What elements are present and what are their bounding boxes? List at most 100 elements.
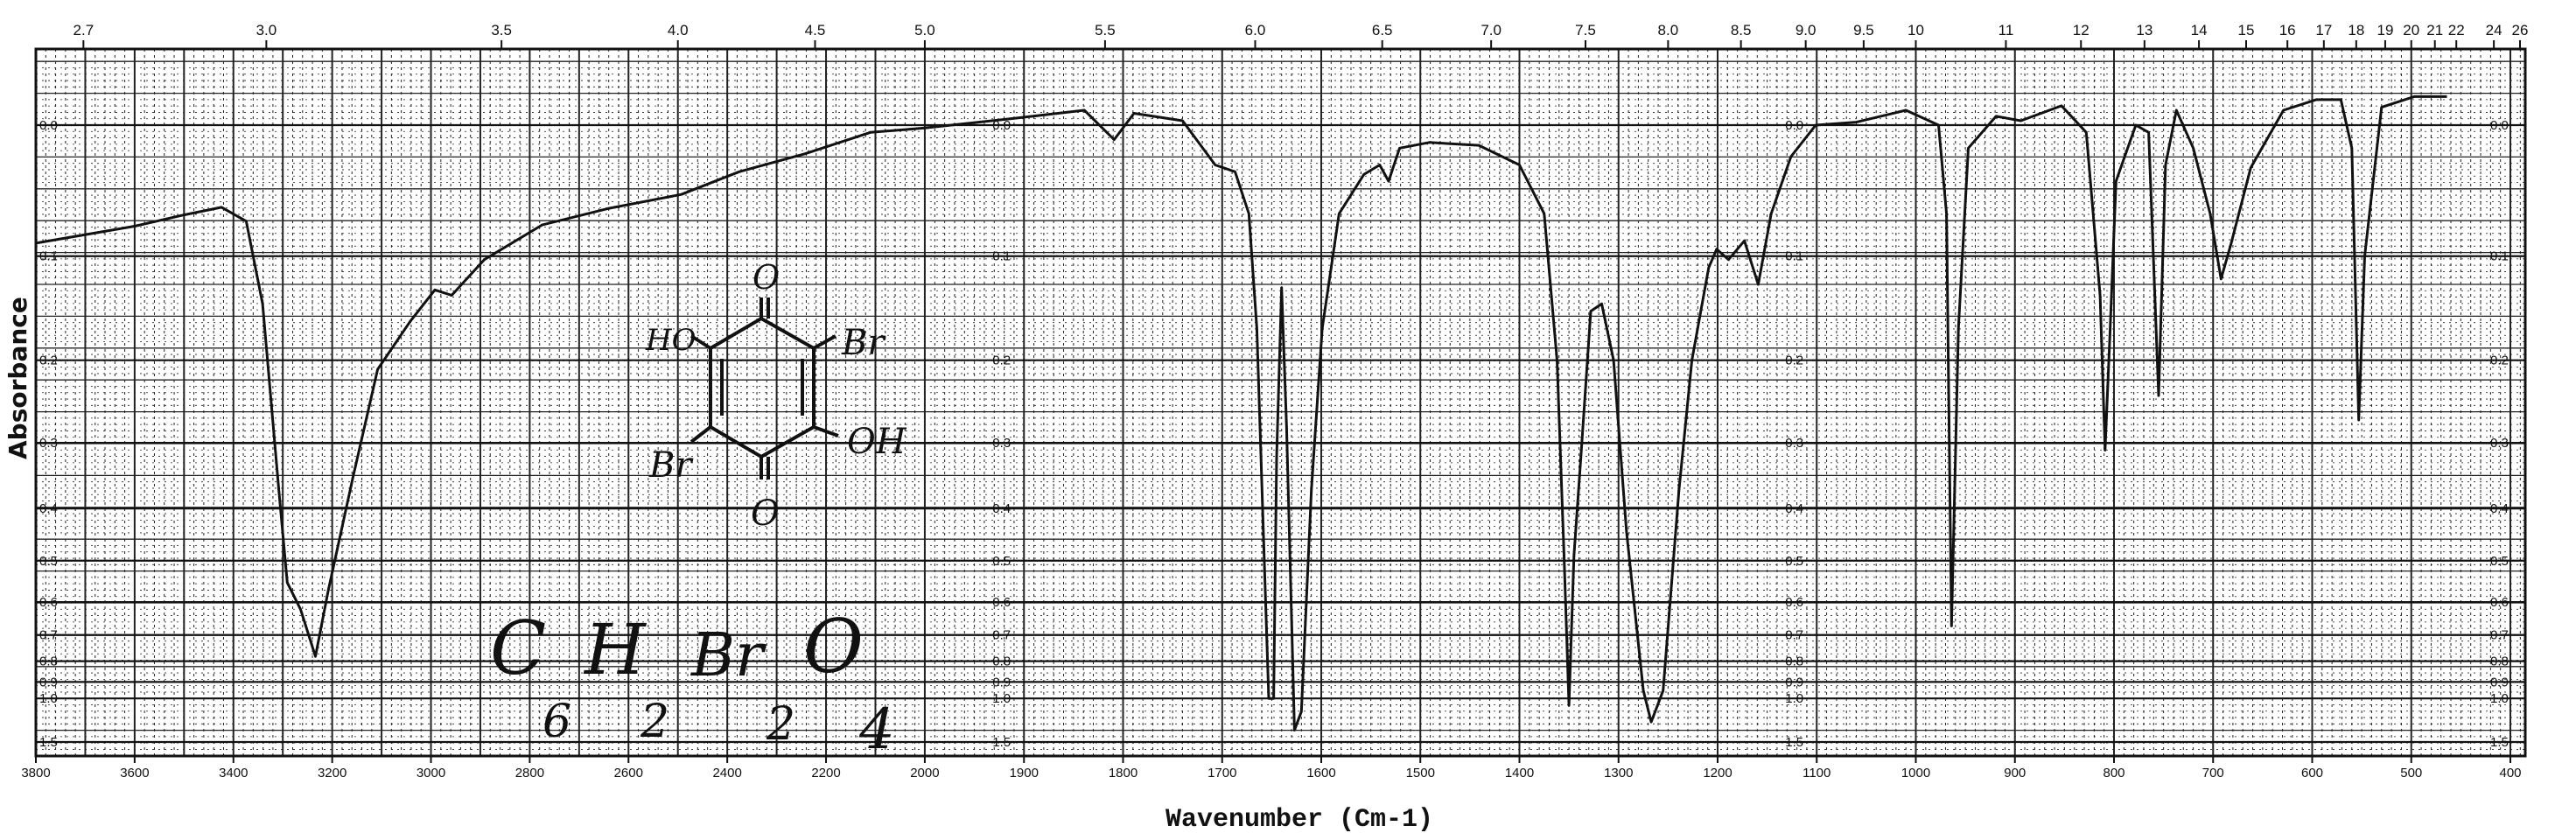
- y-tick-label-repeat: 0.5: [992, 554, 1011, 569]
- y-tick-label-repeat: 0.9: [1785, 675, 1803, 690]
- substituent-oh: OH: [847, 422, 907, 462]
- x-tick-label: 2400: [712, 766, 741, 780]
- y-tick-label: 0.4: [39, 501, 58, 516]
- top-tick-label: 22: [2448, 22, 2465, 38]
- y-axis-ticks: 0.0 0.0 0.0 0.0 0.1 0.1 0.1 0.1 0.2 0.2 0.2 0.2 0.3 0…: [36, 118, 2525, 750]
- top-axis-ticks: 2.7 3.0 3.5 4.0 4.5 5.0 5.5 6.0 6.5 7.0 7.5 8.0 8.5 9…: [74, 22, 2529, 49]
- y-tick-label-repeat: 0.1: [992, 249, 1011, 264]
- y-tick-label-repeat: 0.3: [992, 436, 1011, 451]
- y-tick-label-repeat: 0.6: [2490, 595, 2509, 610]
- y-tick-label-repeat: 1.5: [2490, 735, 2509, 750]
- top-tick-label: 7.5: [1575, 22, 1596, 38]
- y-tick-label-repeat: 0.9: [2490, 675, 2509, 690]
- y-tick-label-repeat: 0.0: [1785, 118, 1803, 133]
- x-tick-label: 1400: [1505, 766, 1534, 780]
- y-tick-label-repeat: 0.6: [992, 595, 1011, 610]
- y-tick-label: 0.7: [39, 628, 58, 643]
- plot-frame: [34, 47, 2527, 758]
- y-tick-label: 0.3: [39, 436, 58, 451]
- y-tick-label: 0.8: [39, 654, 58, 669]
- top-tick-label: 4.5: [805, 22, 826, 38]
- y-tick-label-repeat: 1.5: [1785, 735, 1803, 750]
- x-tick-label: 400: [2499, 766, 2521, 780]
- y-tick-label-repeat: 0.2: [992, 354, 1011, 368]
- x-tick-label: 900: [2004, 766, 2026, 780]
- spectrum-line: [35, 94, 2447, 732]
- top-tick-label: 4.0: [668, 22, 689, 38]
- x-tick-label: 2200: [811, 766, 840, 780]
- x-axis-label: Wavenumber (Cm-1): [1166, 805, 1433, 835]
- y-tick-label: 1.0: [39, 691, 58, 706]
- x-tick-label: 3000: [416, 766, 445, 780]
- top-tick-label: 5.5: [1095, 22, 1116, 38]
- formula-h: H: [583, 609, 648, 690]
- x-tick-label: 3800: [21, 766, 50, 780]
- top-tick-label: 15: [2238, 22, 2255, 38]
- x-axis-ticks: 3800 3600 3400 3200 3000 2800 2600 2400 2200 2000…: [21, 756, 2522, 780]
- y-tick-label-repeat: 0.3: [1785, 436, 1803, 451]
- y-tick-label-repeat: 0.9: [992, 675, 1011, 690]
- y-tick-label-repeat: 0.4: [2490, 501, 2509, 516]
- top-tick-label: 9.0: [1796, 22, 1816, 38]
- formula-o-count: 4: [858, 697, 895, 762]
- y-tick-label-repeat: 0.5: [1785, 554, 1803, 569]
- x-tick-label: 3400: [219, 766, 248, 780]
- top-tick-label: 12: [2073, 22, 2090, 38]
- y-tick-label-repeat: 1.5: [992, 735, 1011, 750]
- x-tick-label: 2000: [910, 766, 939, 780]
- top-tick-label: 13: [2136, 22, 2152, 38]
- substituent-br-right: Br: [841, 323, 886, 363]
- y-tick-label: 0.9: [39, 675, 58, 690]
- y-tick-label-repeat: 0.5: [2490, 554, 2509, 569]
- top-tick-label: 17: [2315, 22, 2332, 38]
- top-tick-label: 7.0: [1480, 22, 1502, 38]
- x-tick-label: 1900: [1010, 766, 1039, 780]
- top-tick-label: 6.5: [1372, 22, 1393, 38]
- x-tick-label: 1800: [1109, 766, 1138, 780]
- y-tick-label-repeat: 0.1: [1785, 249, 1803, 264]
- x-tick-label: 2800: [515, 766, 544, 780]
- structure-drawing: [690, 298, 839, 480]
- top-tick-label: 20: [2403, 22, 2419, 38]
- substituent-ho: HO: [645, 323, 696, 358]
- x-tick-label: 800: [2103, 766, 2124, 780]
- substituent-bottom-o: O: [751, 494, 780, 534]
- grid: [35, 49, 2525, 756]
- y-tick-label-repeat: 0.4: [1785, 501, 1803, 516]
- y-tick-label: 1.5: [39, 735, 58, 750]
- y-tick-label-repeat: 0.0: [992, 118, 1011, 133]
- top-tick-label: 16: [2279, 22, 2296, 38]
- top-tick-label: 19: [2376, 22, 2393, 38]
- y-axis-label: Absorbance: [4, 297, 32, 459]
- top-tick-label: 8.5: [1731, 22, 1752, 38]
- y-tick-label-repeat: 0.4: [992, 501, 1011, 516]
- top-tick-label: 11: [1998, 22, 2014, 38]
- x-tick-label: 600: [2301, 766, 2323, 780]
- substituent-top-o: O: [752, 258, 780, 297]
- y-tick-label-repeat: 1.0: [1785, 691, 1803, 706]
- x-tick-label: 1700: [1208, 766, 1236, 780]
- y-tick-label: 0.6: [39, 595, 58, 610]
- top-tick-label: 18: [2348, 22, 2364, 38]
- y-tick-label: 0.2: [39, 354, 58, 368]
- top-tick-label: 2.7: [74, 22, 94, 38]
- y-tick-label-repeat: 0.0: [2490, 118, 2509, 133]
- y-tick-label-repeat: 0.7: [1785, 628, 1803, 643]
- y-tick-label: 0.1: [39, 249, 58, 264]
- y-tick-label-repeat: 1.0: [2490, 691, 2509, 706]
- x-tick-label: 1200: [1703, 766, 1732, 780]
- top-tick-label: 21: [2426, 22, 2443, 38]
- formula-c-count: 6: [542, 696, 571, 748]
- y-tick-label-repeat: 1.0: [992, 691, 1011, 706]
- top-tick-label: 8.0: [1658, 22, 1679, 38]
- top-tick-label: 24: [2486, 22, 2502, 38]
- y-tick-label-repeat: 0.8: [992, 654, 1011, 669]
- x-tick-label: 1000: [1901, 766, 1930, 780]
- top-tick-label: 26: [2512, 22, 2529, 38]
- x-tick-label: 500: [2400, 766, 2422, 780]
- top-tick-label: 6.0: [1245, 22, 1266, 38]
- x-tick-label: 1500: [1406, 766, 1435, 780]
- formula-o: O: [803, 604, 864, 690]
- y-tick-label-repeat: 0.7: [992, 628, 1011, 643]
